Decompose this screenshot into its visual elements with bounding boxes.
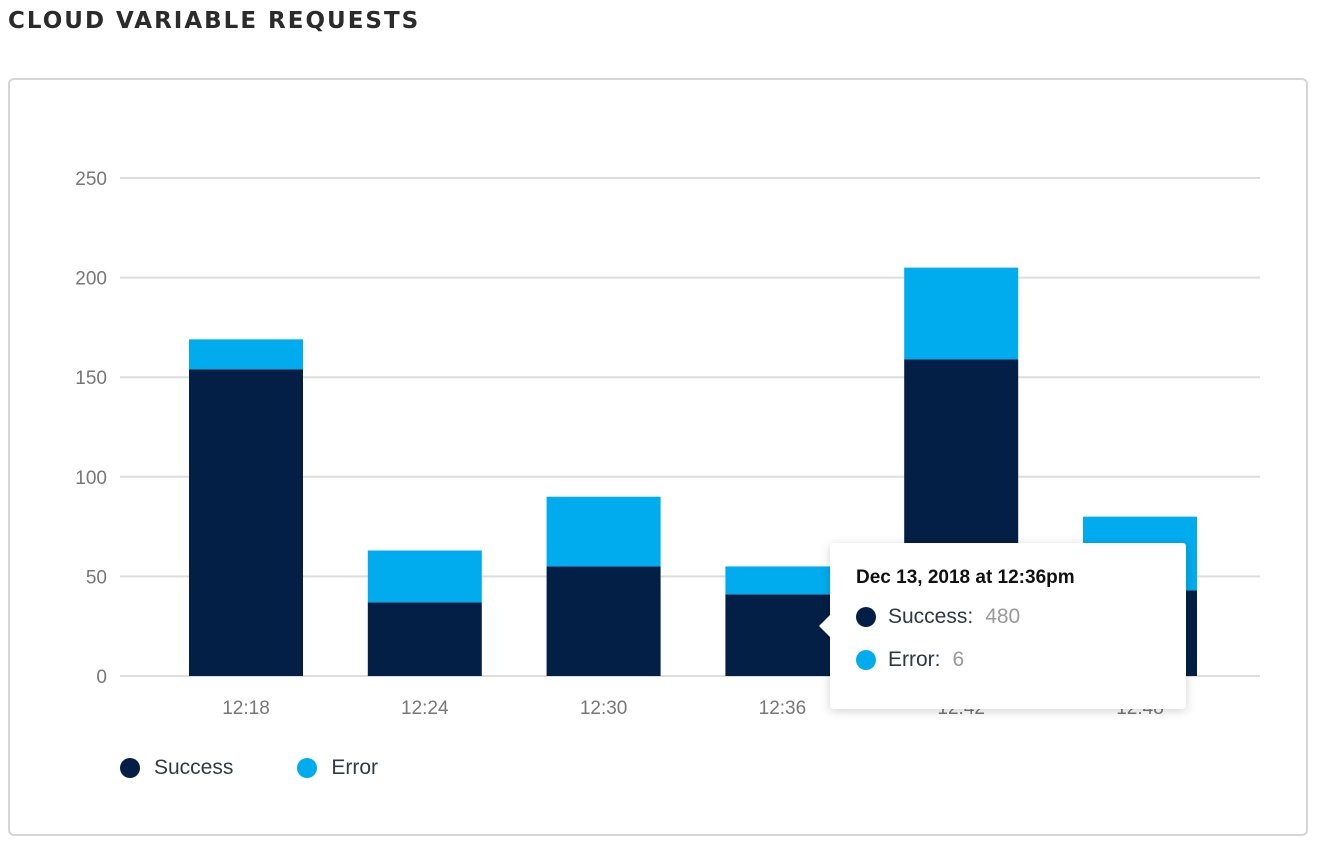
tooltip-label-error: Error: xyxy=(888,648,941,671)
bar-error-1230[interactable] xyxy=(546,496,661,567)
y-tick-label-50: 50 xyxy=(86,567,107,588)
chart-legend: Success Error xyxy=(120,756,378,780)
bar-success-1224[interactable] xyxy=(367,602,482,676)
bar-error-1218[interactable] xyxy=(189,339,303,370)
bar-success-1218[interactable] xyxy=(189,369,303,676)
bar-error-1224[interactable] xyxy=(367,550,482,603)
y-tick-label-200: 200 xyxy=(75,269,107,290)
y-tick-label-0: 0 xyxy=(96,667,107,688)
bar-success-1230[interactable] xyxy=(546,566,661,676)
y-tick-label-100: 100 xyxy=(75,468,107,489)
legend-label-success: Success xyxy=(154,756,234,779)
legend-item-success[interactable]: Success xyxy=(120,756,233,780)
x-tick-label-1224: 12:24 xyxy=(401,698,449,719)
tooltip-dot-error xyxy=(856,650,876,670)
bar-error-1236[interactable] xyxy=(725,566,840,595)
chart-tooltip: Dec 13, 2018 at 12:36pm Success: 480 Err… xyxy=(819,543,1186,709)
chart-card: 05010015020025012:1812:2412:3012:3612:42… xyxy=(8,78,1308,836)
legend-swatch-error xyxy=(297,758,318,778)
tooltip-value-success: 480 xyxy=(985,605,1021,628)
tooltip-row-success: Success: 480 xyxy=(856,605,1160,629)
y-tick-label-250: 250 xyxy=(75,169,107,190)
stacked-bar-chart: 05010015020025012:1812:2412:3012:3612:42… xyxy=(75,169,1260,719)
x-tick-label-1236: 12:36 xyxy=(759,698,807,719)
tooltip-value-error: 6 xyxy=(952,648,965,671)
tooltip-title: Dec 13, 2018 at 12:36pm xyxy=(856,567,1075,588)
legend-item-error[interactable]: Error xyxy=(297,756,378,780)
x-tick-label-1230: 12:30 xyxy=(580,698,628,719)
x-tick-label-1218: 12:18 xyxy=(222,698,270,719)
tooltip-dot-success xyxy=(856,607,876,627)
tooltip-arrow xyxy=(819,615,830,637)
legend-swatch-success xyxy=(120,758,140,778)
y-tick-label-150: 150 xyxy=(75,368,107,389)
legend-label-error: Error xyxy=(331,756,379,779)
tooltip-label-success: Success: xyxy=(888,605,974,628)
bar-error-1242[interactable] xyxy=(904,267,1019,360)
page-title: CLOUD VARIABLE REQUESTS xyxy=(8,8,421,34)
tooltip-row-error: Error: 6 xyxy=(856,648,1160,672)
